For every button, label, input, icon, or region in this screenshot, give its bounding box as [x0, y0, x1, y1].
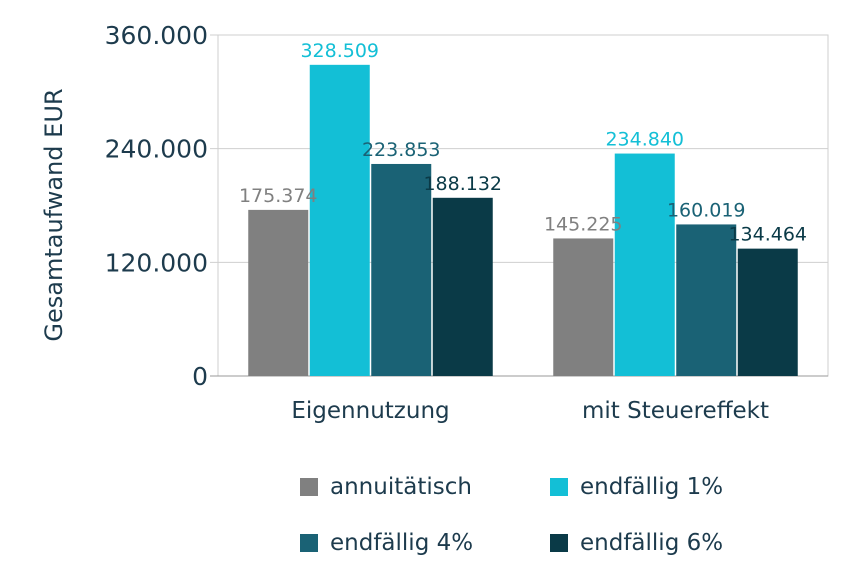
legend-swatch — [550, 534, 568, 552]
data-label: 234.840 — [605, 129, 684, 151]
bars — [248, 64, 798, 376]
category-label: mit Steuereffekt — [582, 398, 769, 424]
legend-item: endfällig 6% — [550, 530, 723, 556]
legend-label: endfällig 6% — [580, 530, 724, 556]
bar — [676, 224, 737, 376]
legend-item: endfällig 4% — [300, 530, 473, 556]
legend: annuitätisch endfällig 1% endfällig 4% endf… — [300, 474, 820, 574]
category-labels: Eigennutzung mit Steuereffekt — [291, 398, 769, 424]
y-tick-label: 360.000 — [105, 21, 208, 50]
legend-swatch — [300, 534, 318, 552]
legend-label: endfällig 4% — [330, 530, 474, 556]
y-tick-label: 0 — [192, 362, 208, 391]
y-tick-label: 120.000 — [105, 248, 208, 277]
legend-label: endfällig 1% — [580, 474, 724, 500]
legend-item: endfällig 1% — [550, 474, 723, 500]
data-label: 160.019 — [667, 199, 746, 221]
y-axis-label: Gesamtaufwand EUR — [40, 88, 68, 341]
data-label: 188.132 — [423, 173, 502, 195]
bar — [737, 248, 798, 376]
data-label: 145.225 — [544, 213, 623, 235]
bar — [248, 209, 309, 376]
legend-item: annuitätisch — [300, 474, 472, 500]
bar — [553, 238, 614, 376]
bar — [371, 163, 432, 376]
legend-label: annuitätisch — [330, 474, 472, 500]
bar — [432, 197, 493, 376]
category-label: Eigennutzung — [291, 398, 449, 424]
data-label: 223.853 — [362, 139, 441, 161]
bar — [614, 153, 675, 376]
y-tick-label: 240.000 — [105, 135, 208, 164]
legend-swatch — [300, 478, 318, 496]
data-labels: 175.374 328.509 223.853 188.132 145.225 234.8… — [239, 40, 807, 246]
data-label: 328.509 — [300, 40, 379, 62]
y-axis-ticks: 0 120.000 240.000 360.000 — [105, 21, 208, 391]
data-label: 134.464 — [728, 224, 807, 246]
bar — [309, 64, 370, 376]
legend-swatch — [550, 478, 568, 496]
data-label: 175.374 — [239, 185, 318, 207]
